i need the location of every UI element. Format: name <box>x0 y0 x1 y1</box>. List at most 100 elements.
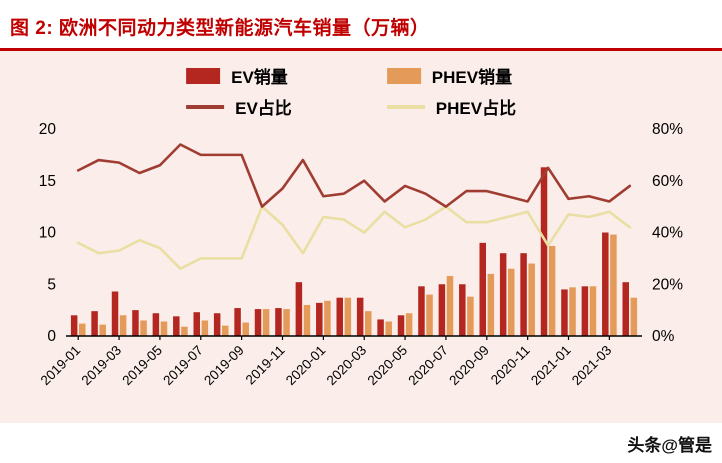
x-axis-tick-label: 2019-11 <box>243 343 288 388</box>
phev-sales-bar <box>365 311 372 336</box>
ev-sales-bar <box>234 308 241 336</box>
x-axis-tick-label: 2020-09 <box>446 343 492 389</box>
x-axis-tick-label: 2020-11 <box>488 343 533 388</box>
ev-sales-bar <box>213 313 221 336</box>
right-axis-tick-label: 20% <box>652 276 683 293</box>
x-axis-tick-label: 2021-03 <box>569 343 615 389</box>
ev-sales-bar <box>295 282 303 336</box>
legend-item-phev-sales: PHEV销量 <box>386 63 516 88</box>
phev-sales-bar <box>467 296 474 336</box>
ev-sales-bar <box>316 302 323 336</box>
left-axis-tick-label: 5 <box>47 276 56 293</box>
x-axis-tick-label: 2019-09 <box>201 343 247 389</box>
ev-share-line <box>76 143 632 208</box>
legend-label-phev-sales: PHEV销量 <box>431 68 513 87</box>
phev-sales-bar <box>201 320 209 336</box>
x-axis-tick-label: 2020-07 <box>405 343 451 389</box>
ev-sales-bar <box>132 310 139 337</box>
ev-sales-bar <box>602 232 609 336</box>
phev-sales-bar <box>303 304 311 336</box>
phev-sales-bar <box>99 324 106 336</box>
legend-item-phev-share: PHEV占比 <box>386 94 517 119</box>
figure-header: 图 2: 欧洲不同动力类型新能源汽车销量（万辆） <box>0 0 722 48</box>
phev-sales-bar <box>242 322 249 336</box>
phev-sales-bar <box>610 234 617 336</box>
legend-label-phev-share: PHEV占比 <box>435 99 517 118</box>
ev-sales-bar <box>193 312 200 336</box>
phev-sales-bar <box>630 297 638 336</box>
x-axis-tick-label: 2019-07 <box>160 343 206 389</box>
right-axis-tick-label: 60% <box>652 173 683 190</box>
ev-sales-bar <box>418 286 425 336</box>
ev-sales-bar <box>479 242 486 336</box>
ev-sales-bar <box>70 315 78 336</box>
ev-sales-bar <box>438 284 446 336</box>
legend-swatch-phev-sales-icon <box>386 67 421 84</box>
phev-sales-bar <box>140 320 147 336</box>
figure-title: 图 2: 欧洲不同动力类型新能源汽车销量（万辆） <box>10 18 430 39</box>
ev-sales-bar <box>377 319 384 336</box>
phev-sales-bar <box>589 286 597 336</box>
right-axis-tick-label: 0% <box>652 328 675 345</box>
ev-sales-bar <box>111 291 119 336</box>
phev-sales-bar <box>324 300 331 336</box>
phev-sales-bar <box>262 309 270 336</box>
phev-sales-bar <box>79 323 86 336</box>
left-axis-tick-label: 10 <box>39 225 57 242</box>
phev-sales-bar <box>405 313 413 336</box>
phev-share-line <box>76 205 632 271</box>
left-axis-tick-label: 0 <box>47 328 56 345</box>
phev-sales-bar <box>508 268 515 336</box>
phev-sales-bar <box>548 245 556 336</box>
ev-sales-bar <box>520 253 527 336</box>
phev-sales-bar <box>283 309 290 336</box>
ev-sales-bar <box>459 284 466 336</box>
ev-sales-bar <box>275 308 282 336</box>
header-divider <box>0 48 722 51</box>
legend-swatch-phev-share-icon <box>386 104 425 109</box>
right-axis-tick-label: 40% <box>652 225 683 242</box>
ev-sales-bar <box>499 253 507 336</box>
left-axis-tick-label: 15 <box>39 173 56 190</box>
watermark-text: 头条@管是 <box>627 435 712 455</box>
x-axis-tick-label: 2020-03 <box>324 343 370 389</box>
right-axis-tick-label: 80% <box>652 121 683 138</box>
phev-sales-bar <box>569 287 576 336</box>
x-axis-tick-label: 2021-01 <box>528 343 574 389</box>
x-axis-tick-label: 2019-01 <box>38 343 84 389</box>
phev-sales-bar <box>426 294 433 336</box>
left-axis-tick-label: 20 <box>39 121 57 138</box>
legend-item-ev-sales: EV销量 <box>186 63 292 88</box>
legend-swatch-ev-sales-icon <box>186 67 221 84</box>
phev-sales-bar <box>222 325 229 336</box>
ev-sales-bar <box>622 282 629 336</box>
phev-sales-bar <box>385 321 392 336</box>
x-axis-tick-label: 2019-03 <box>79 343 125 389</box>
ev-sales-bar <box>254 309 262 336</box>
x-axis-tick-label: 2020-01 <box>283 343 329 389</box>
x-axis-tick-label: 2020-05 <box>365 343 411 389</box>
legend-item-ev-share: EV占比 <box>186 94 292 119</box>
phev-sales-bar <box>344 297 352 336</box>
chart-panel: EV销量 PHEV销量 EV占比 PHEV占比 0 5 10 15 20 0% 20% 40%… <box>0 51 722 423</box>
ev-sales-bar <box>540 167 548 336</box>
ev-sales-bar <box>152 313 160 336</box>
ev-sales-bar <box>397 315 405 336</box>
legend-label-ev-share: EV占比 <box>235 99 292 118</box>
ev-sales-bar <box>336 297 343 336</box>
ev-sales-bar <box>581 286 589 336</box>
chart-legend: EV销量 PHEV销量 EV占比 PHEV占比 <box>186 63 516 119</box>
phev-sales-bar <box>487 273 495 336</box>
ev-sales-bar <box>356 297 364 336</box>
ev-sales-bar <box>173 316 180 336</box>
phev-sales-bar <box>446 275 454 336</box>
phev-sales-bar <box>160 321 168 336</box>
watermark-bar: 头条@管是 <box>0 423 722 463</box>
ev-sales-bar <box>561 289 568 336</box>
legend-label-ev-sales: EV销量 <box>231 68 288 87</box>
phev-sales-bar <box>528 263 535 336</box>
phev-sales-bar <box>119 315 127 336</box>
legend-swatch-ev-share-icon <box>186 104 225 109</box>
